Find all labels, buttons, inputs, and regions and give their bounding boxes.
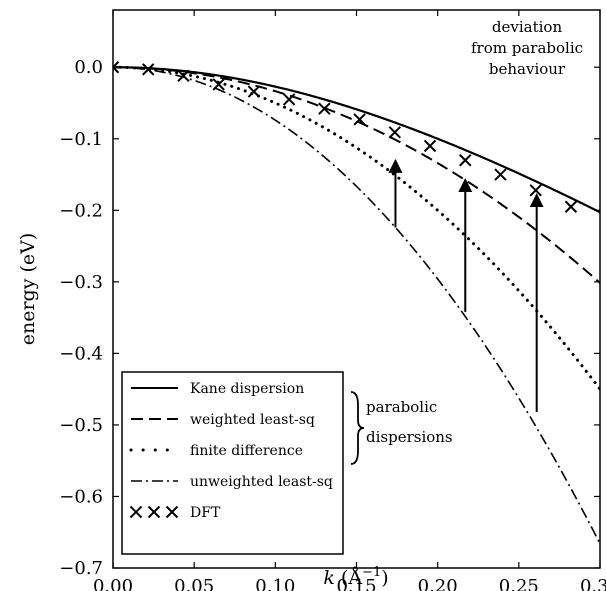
annotation-deviation-line-2: from parabolic	[471, 39, 583, 57]
dft-markers-layer	[113, 61, 578, 213]
curves-layer	[113, 65, 600, 545]
legend-label-kane: Kane dispersion	[190, 381, 304, 397]
dft-marker	[247, 85, 261, 98]
arrows-layer	[388, 158, 544, 413]
y-tick-label: −0.1	[59, 129, 103, 150]
x-tick-label: 0.00	[93, 576, 133, 591]
parabolic-bracket	[350, 391, 365, 465]
legend-dft-marker	[147, 505, 161, 519]
legend: Kane dispersion weighted least-sq finite…	[121, 371, 344, 555]
y-tick-label: −0.6	[59, 486, 103, 507]
legend-box	[121, 371, 344, 555]
y-tick-label: −0.4	[59, 343, 103, 364]
annotation-deviation-line-3: behaviour	[489, 60, 566, 78]
dft-marker	[564, 200, 578, 213]
y-tick-label: −0.2	[59, 200, 103, 221]
x-tick-label: 0.15	[336, 576, 376, 591]
dft-marker	[318, 102, 331, 115]
y-tick-label: −0.3	[59, 272, 103, 293]
dft-marker	[353, 113, 366, 126]
dft-marker	[459, 154, 472, 167]
legend-label-finite: finite difference	[190, 443, 303, 459]
dft-marker	[388, 126, 402, 139]
legend-dft-marker	[129, 505, 143, 519]
y-axis-label: energy (eV)	[17, 233, 39, 346]
dft-marker	[529, 184, 542, 197]
series-line-dotted	[113, 65, 600, 391]
dft-marker	[282, 93, 296, 106]
legend-dft-markers	[129, 505, 179, 519]
dft-marker	[494, 168, 507, 181]
annotation-deviation-line-1: deviation	[492, 18, 563, 36]
x-tick-label: 0.30	[580, 576, 606, 591]
dft-marker	[113, 61, 120, 74]
legend-label-dft: DFT	[190, 505, 221, 521]
series-line-dashdot	[113, 66, 600, 545]
legend-dft-marker	[165, 505, 179, 519]
series-line-dashed	[113, 66, 600, 284]
plot-frame	[112, 9, 601, 569]
x-axis-label: k (Å−1)	[323, 565, 388, 589]
y-tick-label: −0.5	[59, 415, 103, 436]
dft-marker	[177, 69, 190, 83]
y-tick-label: −0.7	[59, 558, 103, 579]
x-tick-label: 0.25	[499, 576, 539, 591]
legend-label-unweighted: unweighted least-sq	[190, 474, 333, 490]
legend-label-weighted: weighted least-sq	[190, 412, 315, 428]
annotation-parabolic-line-1: parabolic	[366, 398, 437, 416]
dft-marker	[423, 139, 437, 153]
x-tick-label: 0.05	[174, 576, 214, 591]
ticks-layer: 0.00 0.05 0.10 0.15 0.20 0.25 0.30 0.0 −0.1 −0.2 −…	[59, 10, 606, 591]
series-line-solid	[113, 66, 600, 214]
y-tick-label: 0.0	[74, 57, 103, 78]
x-tick-label: 0.20	[418, 576, 458, 591]
x-tick-label: 0.10	[255, 576, 295, 591]
dft-marker	[212, 78, 225, 91]
dft-marker	[142, 63, 155, 76]
annotation-parabolic-line-2: dispersions	[366, 428, 453, 446]
